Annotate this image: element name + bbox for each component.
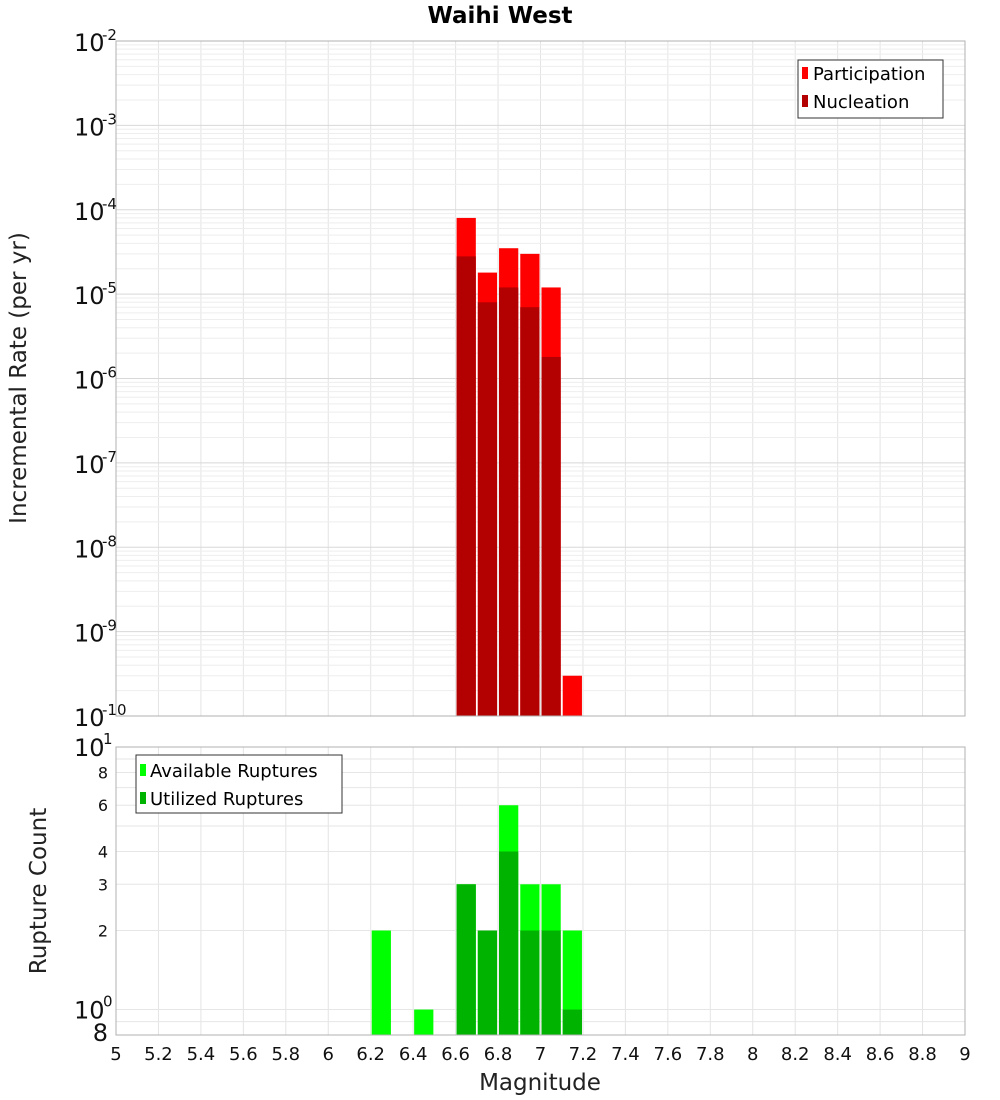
count-bars xyxy=(371,805,582,1035)
x-tick-label: 6.8 xyxy=(484,1044,513,1065)
x-tick-label: 5 xyxy=(110,1044,121,1065)
count-y-tick-exponent: 0 xyxy=(103,993,113,1011)
legend-swatch-participation xyxy=(802,67,808,79)
x-tick-label: 7 xyxy=(535,1044,546,1065)
rate-y-tick-exponent: -7 xyxy=(102,448,117,466)
x-tick-label: 6.6 xyxy=(441,1044,470,1065)
count-y-minor-tick-label: 4 xyxy=(98,842,108,861)
rate-y-tick-exponent: -4 xyxy=(102,195,117,213)
rate-y-tick-exponent: -5 xyxy=(102,279,117,297)
count-y-tick-label: 10 xyxy=(74,997,105,1025)
rate-bars xyxy=(456,217,582,717)
count-y-minor-tick-label: 3 xyxy=(98,875,108,894)
x-tick-label: 7.6 xyxy=(654,1044,683,1065)
x-tick-label: 6 xyxy=(323,1044,334,1065)
rate-y-tick-exponent: -10 xyxy=(102,701,127,719)
x-tick-label: 8.8 xyxy=(908,1044,937,1065)
rate-plot: 10-210-310-410-510-610-710-810-910-10 In… xyxy=(6,26,966,732)
legend-label-participation: Participation xyxy=(813,64,925,85)
rate-y-tick-exponent: -2 xyxy=(102,26,117,44)
bar-nucleation xyxy=(520,307,540,716)
rate-y-ticks: 10-210-310-410-510-610-710-810-910-10 xyxy=(74,26,127,732)
rate-y-tick-label: 10 xyxy=(74,620,105,648)
bar-nucleation xyxy=(541,356,561,716)
bar-available-ruptures xyxy=(414,1009,434,1035)
x-tick-label: 8.6 xyxy=(866,1044,895,1065)
x-axis-label: Magnitude xyxy=(479,1070,601,1096)
bar-nucleation xyxy=(477,302,498,716)
rate-y-tick-label: 10 xyxy=(74,29,105,57)
x-tick-label: 5.8 xyxy=(271,1044,300,1065)
rate-y-axis-label: Incremental Rate (per yr) xyxy=(6,232,32,524)
bar-available-ruptures xyxy=(371,930,391,1035)
rate-y-tick-exponent: -6 xyxy=(102,364,117,382)
x-tick-label: 8.4 xyxy=(823,1044,852,1065)
rate-y-tick-label: 10 xyxy=(74,704,105,732)
legend-swatch-nucleation xyxy=(802,95,808,107)
legend-label-utilized: Utilized Ruptures xyxy=(150,789,303,810)
x-tick-label: 7.4 xyxy=(611,1044,640,1065)
x-tick-label: 7.8 xyxy=(696,1044,725,1065)
x-tick-label: 8.2 xyxy=(781,1044,810,1065)
legend-label-available: Available Ruptures xyxy=(150,761,318,782)
rate-y-tick-label: 10 xyxy=(74,535,105,563)
count-legend: Available Ruptures Utilized Ruptures xyxy=(135,754,343,814)
bar-nucleation xyxy=(456,256,476,716)
legend-swatch-available xyxy=(140,764,146,776)
bar-utilized-ruptures xyxy=(499,851,519,1035)
legend-label-nucleation: Nucleation xyxy=(813,92,909,113)
bar-participation xyxy=(562,675,582,716)
bar-utilized-ruptures xyxy=(520,930,540,1035)
x-tick-label: 8 xyxy=(747,1044,758,1065)
count-y-minor-tick-label: 8 xyxy=(98,763,108,782)
x-tick-label: 7.2 xyxy=(569,1044,598,1065)
rate-y-tick-exponent: -9 xyxy=(102,617,117,635)
x-tick-label: 6.2 xyxy=(356,1044,385,1065)
bar-utilized-ruptures xyxy=(477,930,498,1035)
bar-utilized-ruptures xyxy=(456,884,476,1035)
x-tick-label: 9 xyxy=(959,1044,970,1065)
rate-y-tick-label: 10 xyxy=(74,282,105,310)
count-y-minor-tick-label: 2 xyxy=(98,922,108,941)
count-y-tick-label: 10 xyxy=(74,734,105,762)
x-tick-label: 6.4 xyxy=(399,1044,428,1065)
rate-y-tick-label: 10 xyxy=(74,367,105,395)
x-tick-label: 5.2 xyxy=(144,1044,173,1065)
rate-y-tick-label: 10 xyxy=(74,198,105,226)
count-y-tick-exponent: 1 xyxy=(103,730,113,748)
x-tick-label: 5.6 xyxy=(229,1044,258,1065)
bar-nucleation xyxy=(499,287,519,716)
bar-available-ruptures xyxy=(562,930,582,1035)
bar-utilized-ruptures xyxy=(541,930,561,1035)
rate-y-tick-label: 10 xyxy=(74,451,105,479)
rate-grid xyxy=(115,41,966,717)
legend-swatch-utilized xyxy=(140,792,146,804)
rate-y-tick-label: 10 xyxy=(74,113,105,141)
chart-title: Waihi West xyxy=(427,3,572,29)
rate-y-tick-exponent: -3 xyxy=(102,110,117,128)
x-tick-label: 5.4 xyxy=(187,1044,216,1065)
bar-utilized-ruptures xyxy=(562,1009,582,1035)
count-y-minor-tick-label: 6 xyxy=(98,796,108,815)
count-y-minor-tick-label: 8 xyxy=(93,1019,108,1047)
rate-y-tick-exponent: -8 xyxy=(102,532,117,550)
x-axis-ticks: 5 5.2 5.4 5.6 5.8 6 6.2 6.4 6.6 6.8 7 7.2 7.4 7.6 7.8 8… xyxy=(110,1044,970,1065)
rate-legend: Participation Nucleation xyxy=(797,59,944,119)
count-y-axis-label: Rupture Count xyxy=(26,808,52,974)
